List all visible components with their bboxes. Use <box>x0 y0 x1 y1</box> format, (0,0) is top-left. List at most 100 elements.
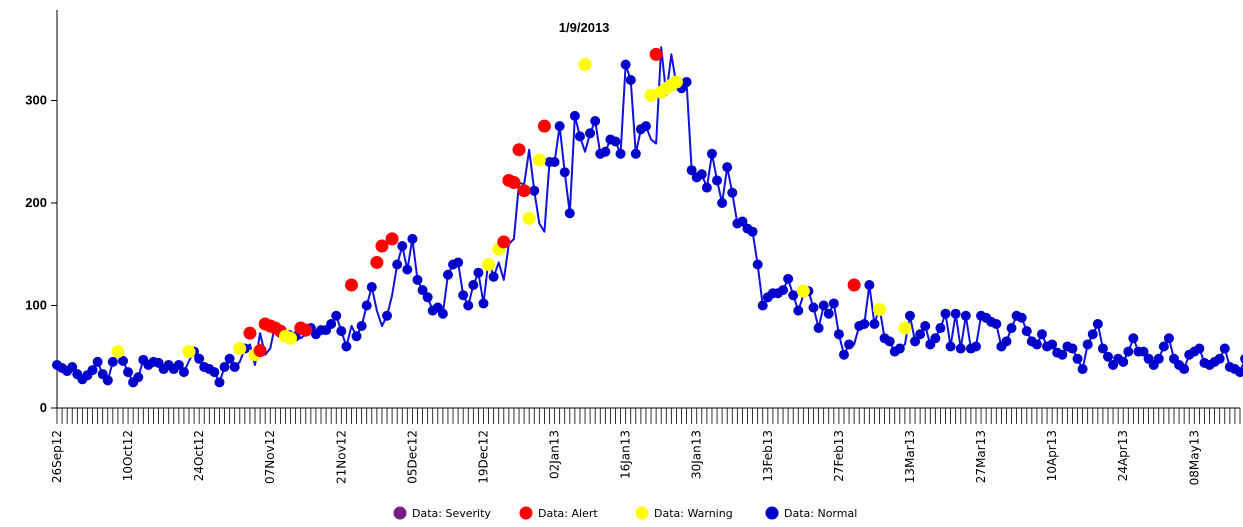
data-point-normal <box>331 310 342 321</box>
data-point-normal <box>133 372 144 383</box>
data-point-warning <box>111 345 125 359</box>
data-point-normal <box>1047 339 1058 350</box>
data-point-normal <box>625 75 636 85</box>
data-point-warning <box>233 342 247 356</box>
data-point-normal <box>706 148 717 159</box>
data-point-normal <box>823 308 834 319</box>
data-point-normal <box>813 323 824 334</box>
legend: Data: Severity Data: Alert Data: Warning Da… <box>393 506 857 520</box>
data-point-normal <box>366 282 377 293</box>
data-point-normal <box>326 318 337 329</box>
data-point-alert <box>847 278 861 292</box>
data-point-normal <box>402 264 413 275</box>
data-point-normal <box>610 136 621 147</box>
data-point-normal <box>955 343 966 354</box>
data-point-normal <box>382 310 393 321</box>
data-point-warning <box>482 258 496 271</box>
data-point-normal <box>1031 339 1042 350</box>
data-point-normal <box>970 341 981 352</box>
data-point-normal <box>737 216 748 227</box>
data-point-normal <box>554 121 565 132</box>
data-point-normal <box>712 175 723 186</box>
data-point-normal <box>549 157 560 167</box>
data-point-normal <box>783 273 794 284</box>
data-point-alert <box>344 278 358 292</box>
data-point-normal <box>793 305 804 316</box>
data-point-normal <box>123 367 134 378</box>
data-point-warning <box>644 88 658 102</box>
data-point-normal <box>361 300 372 311</box>
data-point-normal <box>818 300 829 311</box>
legend-marker <box>765 506 779 520</box>
data-point-normal <box>107 356 118 367</box>
legend-label: Data: Severity <box>412 507 491 520</box>
data-point-normal <box>173 359 184 370</box>
x-axis-ticks <box>56 408 1241 424</box>
legend-marker <box>393 506 407 520</box>
data-point-normal <box>1102 351 1113 362</box>
data-point-warning <box>898 321 912 335</box>
data-point-normal <box>869 318 880 329</box>
x-tick-label: 24Apr13 <box>1116 430 1130 481</box>
data-point-normal <box>920 321 931 331</box>
data-point-normal <box>778 285 789 296</box>
data-point-normal <box>681 77 692 88</box>
data-point-normal <box>1021 326 1032 337</box>
x-tick-label: 27Feb13 <box>832 430 846 482</box>
x-tick-label: 02Jan13 <box>548 430 562 479</box>
data-point-alert <box>385 232 399 246</box>
data-point-normal <box>935 323 946 334</box>
y-tick-label: 100 <box>25 298 47 313</box>
x-tick-label: 05Dec12 <box>405 430 419 484</box>
data-point-normal <box>1001 336 1012 347</box>
data-point-normal <box>904 310 915 321</box>
data-point-normal <box>92 356 103 367</box>
data-point-normal <box>118 355 129 366</box>
data-point-normal <box>1158 341 1169 352</box>
x-tick-label: 10Apr13 <box>1045 430 1059 481</box>
data-point-warning <box>182 345 196 359</box>
data-point-normal <box>569 110 580 121</box>
data-point-normal <box>437 308 448 319</box>
data-point-normal <box>884 336 895 347</box>
data-point-normal <box>468 280 479 290</box>
data-point-normal <box>838 349 849 360</box>
y-tick-label: 0 <box>40 400 47 415</box>
data-point-normal <box>864 280 875 290</box>
data-point-normal <box>717 198 728 208</box>
data-point-normal <box>590 116 601 126</box>
data-point-normal <box>229 362 240 372</box>
legend-label: Data: Alert <box>538 507 598 520</box>
data-point-normal <box>960 310 971 321</box>
data-point-normal <box>1087 329 1098 340</box>
data-point-normal <box>1077 364 1088 375</box>
data-point-normal <box>945 341 956 352</box>
x-axis-tick-labels: 26Sep12 10Oct12 24Oct12 07Nov12 21Nov12 05Dec… <box>50 430 1201 485</box>
data-point-normal <box>478 298 489 309</box>
data-point-normal <box>1097 343 1108 354</box>
data-point-normal <box>1194 343 1205 354</box>
data-point-normal <box>828 298 839 309</box>
data-point-normal <box>1036 329 1047 340</box>
x-tick-label: 19Dec12 <box>476 430 490 484</box>
data-point-alert <box>253 344 267 358</box>
x-tick-label: 07Nov12 <box>263 430 277 484</box>
data-point-normal <box>1214 353 1225 364</box>
data-point-normal <box>894 343 905 354</box>
data-point-normal <box>757 300 768 311</box>
data-point-normal <box>1219 343 1230 354</box>
data-point-normal <box>1016 312 1027 323</box>
data-point-normal <box>940 308 951 319</box>
data-point-warning <box>532 153 546 167</box>
data-point-normal <box>214 377 225 388</box>
data-point-normal <box>1128 333 1139 344</box>
data-point-normal <box>1138 346 1149 357</box>
x-tick-label: 10Oct12 <box>121 430 135 481</box>
data-point-warning <box>578 58 592 72</box>
data-point-normal <box>1240 354 1243 364</box>
data-point-normal <box>102 375 113 386</box>
data-point-normal <box>351 331 362 342</box>
data-point-normal <box>1006 323 1017 334</box>
y-axis-tick-labels: 0 100 200 300 <box>25 93 47 416</box>
